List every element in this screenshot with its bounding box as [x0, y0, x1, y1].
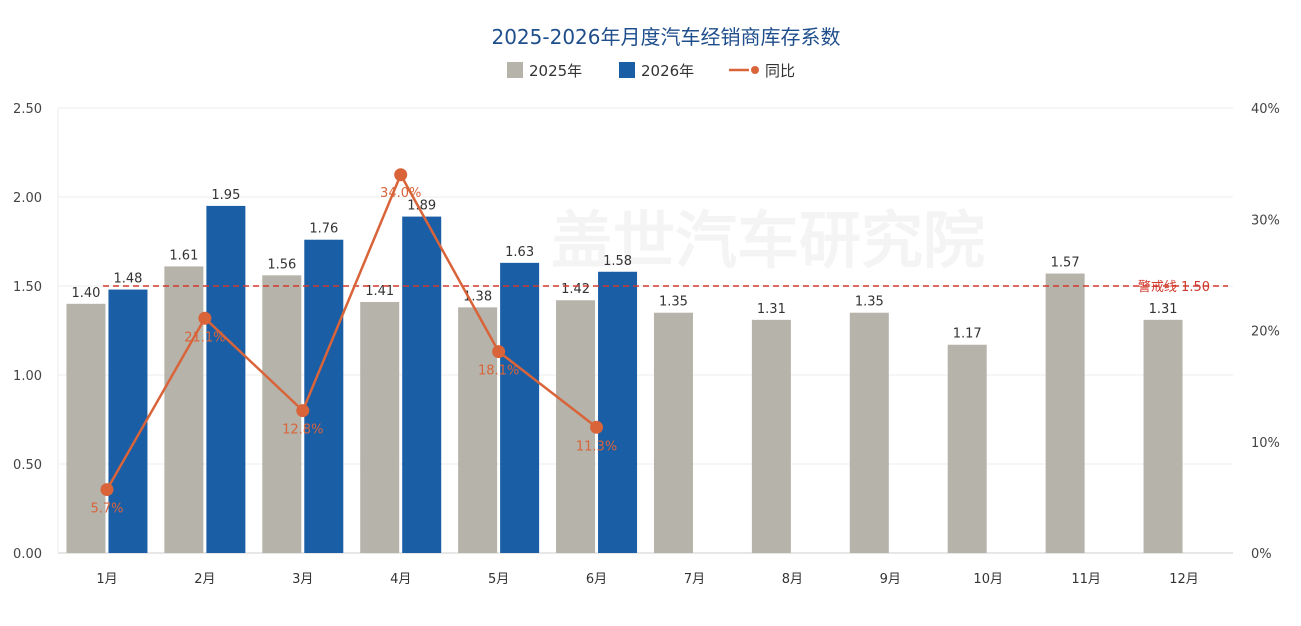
bar-2025 [751, 319, 791, 553]
bar-value-label: 1.35 [855, 295, 884, 310]
legend-label: 同比 [765, 62, 795, 80]
x-tick-label: 8月 [782, 572, 803, 587]
bar-value-label: 1.57 [1051, 256, 1080, 271]
bar-2026 [402, 216, 442, 553]
bar-value-label: 1.40 [71, 286, 100, 301]
x-tick-label: 12月 [1169, 572, 1199, 587]
bar-2025 [458, 307, 498, 553]
bar-2025 [360, 302, 400, 553]
x-tick-label: 2月 [194, 572, 215, 587]
x-tick-label: 7月 [684, 572, 705, 587]
bar-2025 [947, 344, 987, 553]
x-tick-label: 11月 [1071, 572, 1101, 587]
y-right-tick-label: 30% [1251, 213, 1280, 228]
y-right-tick-label: 10% [1251, 436, 1280, 451]
x-tick-label: 3月 [292, 572, 313, 587]
x-tick-label: 1月 [96, 572, 117, 587]
bar-value-label: 1.48 [113, 272, 142, 287]
bar-2025 [164, 266, 204, 553]
yoy-value-label: 34.0% [380, 186, 421, 201]
bar-2026 [206, 205, 246, 553]
watermark-text: 盖世汽车研究院 [551, 204, 985, 277]
bar-2025 [1045, 273, 1085, 553]
bar-value-label: 1.61 [169, 248, 198, 263]
bar-value-label: 1.76 [309, 222, 338, 237]
legend-swatch-2026 [619, 62, 635, 78]
yoy-value-label: 11.3% [576, 439, 617, 454]
bar-2025 [1143, 319, 1183, 553]
bar-2025 [849, 312, 889, 553]
bar-2025 [556, 300, 596, 553]
yoy-value-label: 18.1% [478, 364, 519, 379]
bar-value-label: 1.89 [407, 199, 436, 214]
yoy-point [394, 168, 408, 182]
y-left-tick-label: 0.00 [13, 547, 42, 562]
bar-2026 [304, 239, 344, 553]
y-left-tick-label: 2.50 [13, 102, 42, 117]
yoy-point [492, 345, 506, 359]
y-left-tick-label: 1.50 [13, 280, 42, 295]
bar-2026 [500, 262, 540, 553]
yoy-point [100, 483, 114, 497]
warning-line-label: 警戒线 1.50 [1138, 279, 1210, 295]
bar-value-label: 1.41 [365, 284, 394, 299]
bar-2025 [653, 312, 693, 553]
x-tick-label: 9月 [880, 572, 901, 587]
bar-value-label: 1.31 [757, 302, 786, 317]
bar-value-label: 1.58 [603, 254, 632, 269]
chart-title: 2025-2026年月度汽车经销商库存系数 [491, 25, 840, 49]
bar-value-label: 1.63 [505, 245, 534, 260]
y-right-tick-label: 20% [1251, 325, 1280, 340]
y-right-tick-label: 0% [1251, 547, 1272, 562]
legend-label: 2025年 [529, 62, 582, 80]
bar-2025 [262, 275, 302, 553]
x-tick-label: 5月 [488, 572, 509, 587]
bar-value-label: 1.56 [267, 257, 296, 272]
x-tick-label: 4月 [390, 572, 411, 587]
bar-value-label: 1.35 [659, 295, 688, 310]
y-left-tick-label: 1.00 [13, 369, 42, 384]
bar-2026 [598, 271, 638, 553]
legend-label: 2026年 [641, 62, 694, 80]
y-left-tick-label: 0.50 [13, 458, 42, 473]
legend-swatch-2025 [507, 62, 523, 78]
y-right-tick-label: 40% [1251, 102, 1280, 117]
legend-marker-yoy [751, 66, 759, 74]
yoy-value-label: 12.8% [282, 423, 323, 438]
bar-value-label: 1.42 [561, 282, 590, 297]
yoy-value-label: 5.7% [90, 502, 123, 517]
yoy-value-label: 21.1% [184, 330, 225, 345]
yoy-line [105, 171, 598, 491]
bar-2026 [108, 289, 148, 553]
bar-value-label: 1.17 [953, 327, 982, 342]
yoy-point [296, 404, 310, 418]
bar-value-label: 1.95 [211, 188, 240, 203]
yoy-point [198, 311, 212, 325]
bar-2025 [66, 303, 106, 553]
x-tick-label: 6月 [586, 572, 607, 587]
y-left-tick-label: 2.00 [13, 191, 42, 206]
x-tick-label: 10月 [973, 572, 1003, 587]
yoy-point [590, 420, 604, 434]
bar-value-label: 1.31 [1149, 302, 1178, 317]
